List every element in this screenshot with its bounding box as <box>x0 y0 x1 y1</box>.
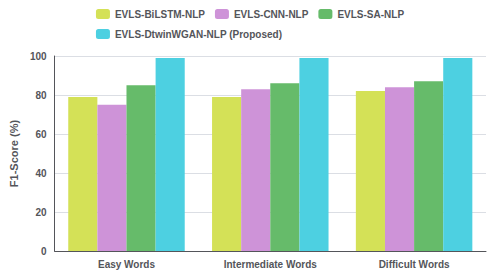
svg-text:F1-Score (%): F1-Score (%) <box>8 120 20 188</box>
svg-text:80: 80 <box>35 90 47 101</box>
svg-text:60: 60 <box>35 129 47 140</box>
svg-text:Easy Words: Easy Words <box>98 259 155 270</box>
svg-text:20: 20 <box>35 207 47 218</box>
svg-text:0: 0 <box>41 246 47 257</box>
svg-text:EVLS-SA-NLP: EVLS-SA-NLP <box>337 9 404 20</box>
svg-text:EVLS-BiLSTM-NLP: EVLS-BiLSTM-NLP <box>115 9 205 20</box>
svg-text:EVLS-DtwinWGAN-NLP (Proposed): EVLS-DtwinWGAN-NLP (Proposed) <box>115 29 282 40</box>
svg-text:EVLS-CNN-NLP: EVLS-CNN-NLP <box>234 9 309 20</box>
svg-text:40: 40 <box>35 168 47 179</box>
svg-text:Intermediate Words: Intermediate Words <box>224 259 318 270</box>
svg-text:Difficult Words: Difficult Words <box>379 259 450 270</box>
svg-text:100: 100 <box>30 51 47 62</box>
